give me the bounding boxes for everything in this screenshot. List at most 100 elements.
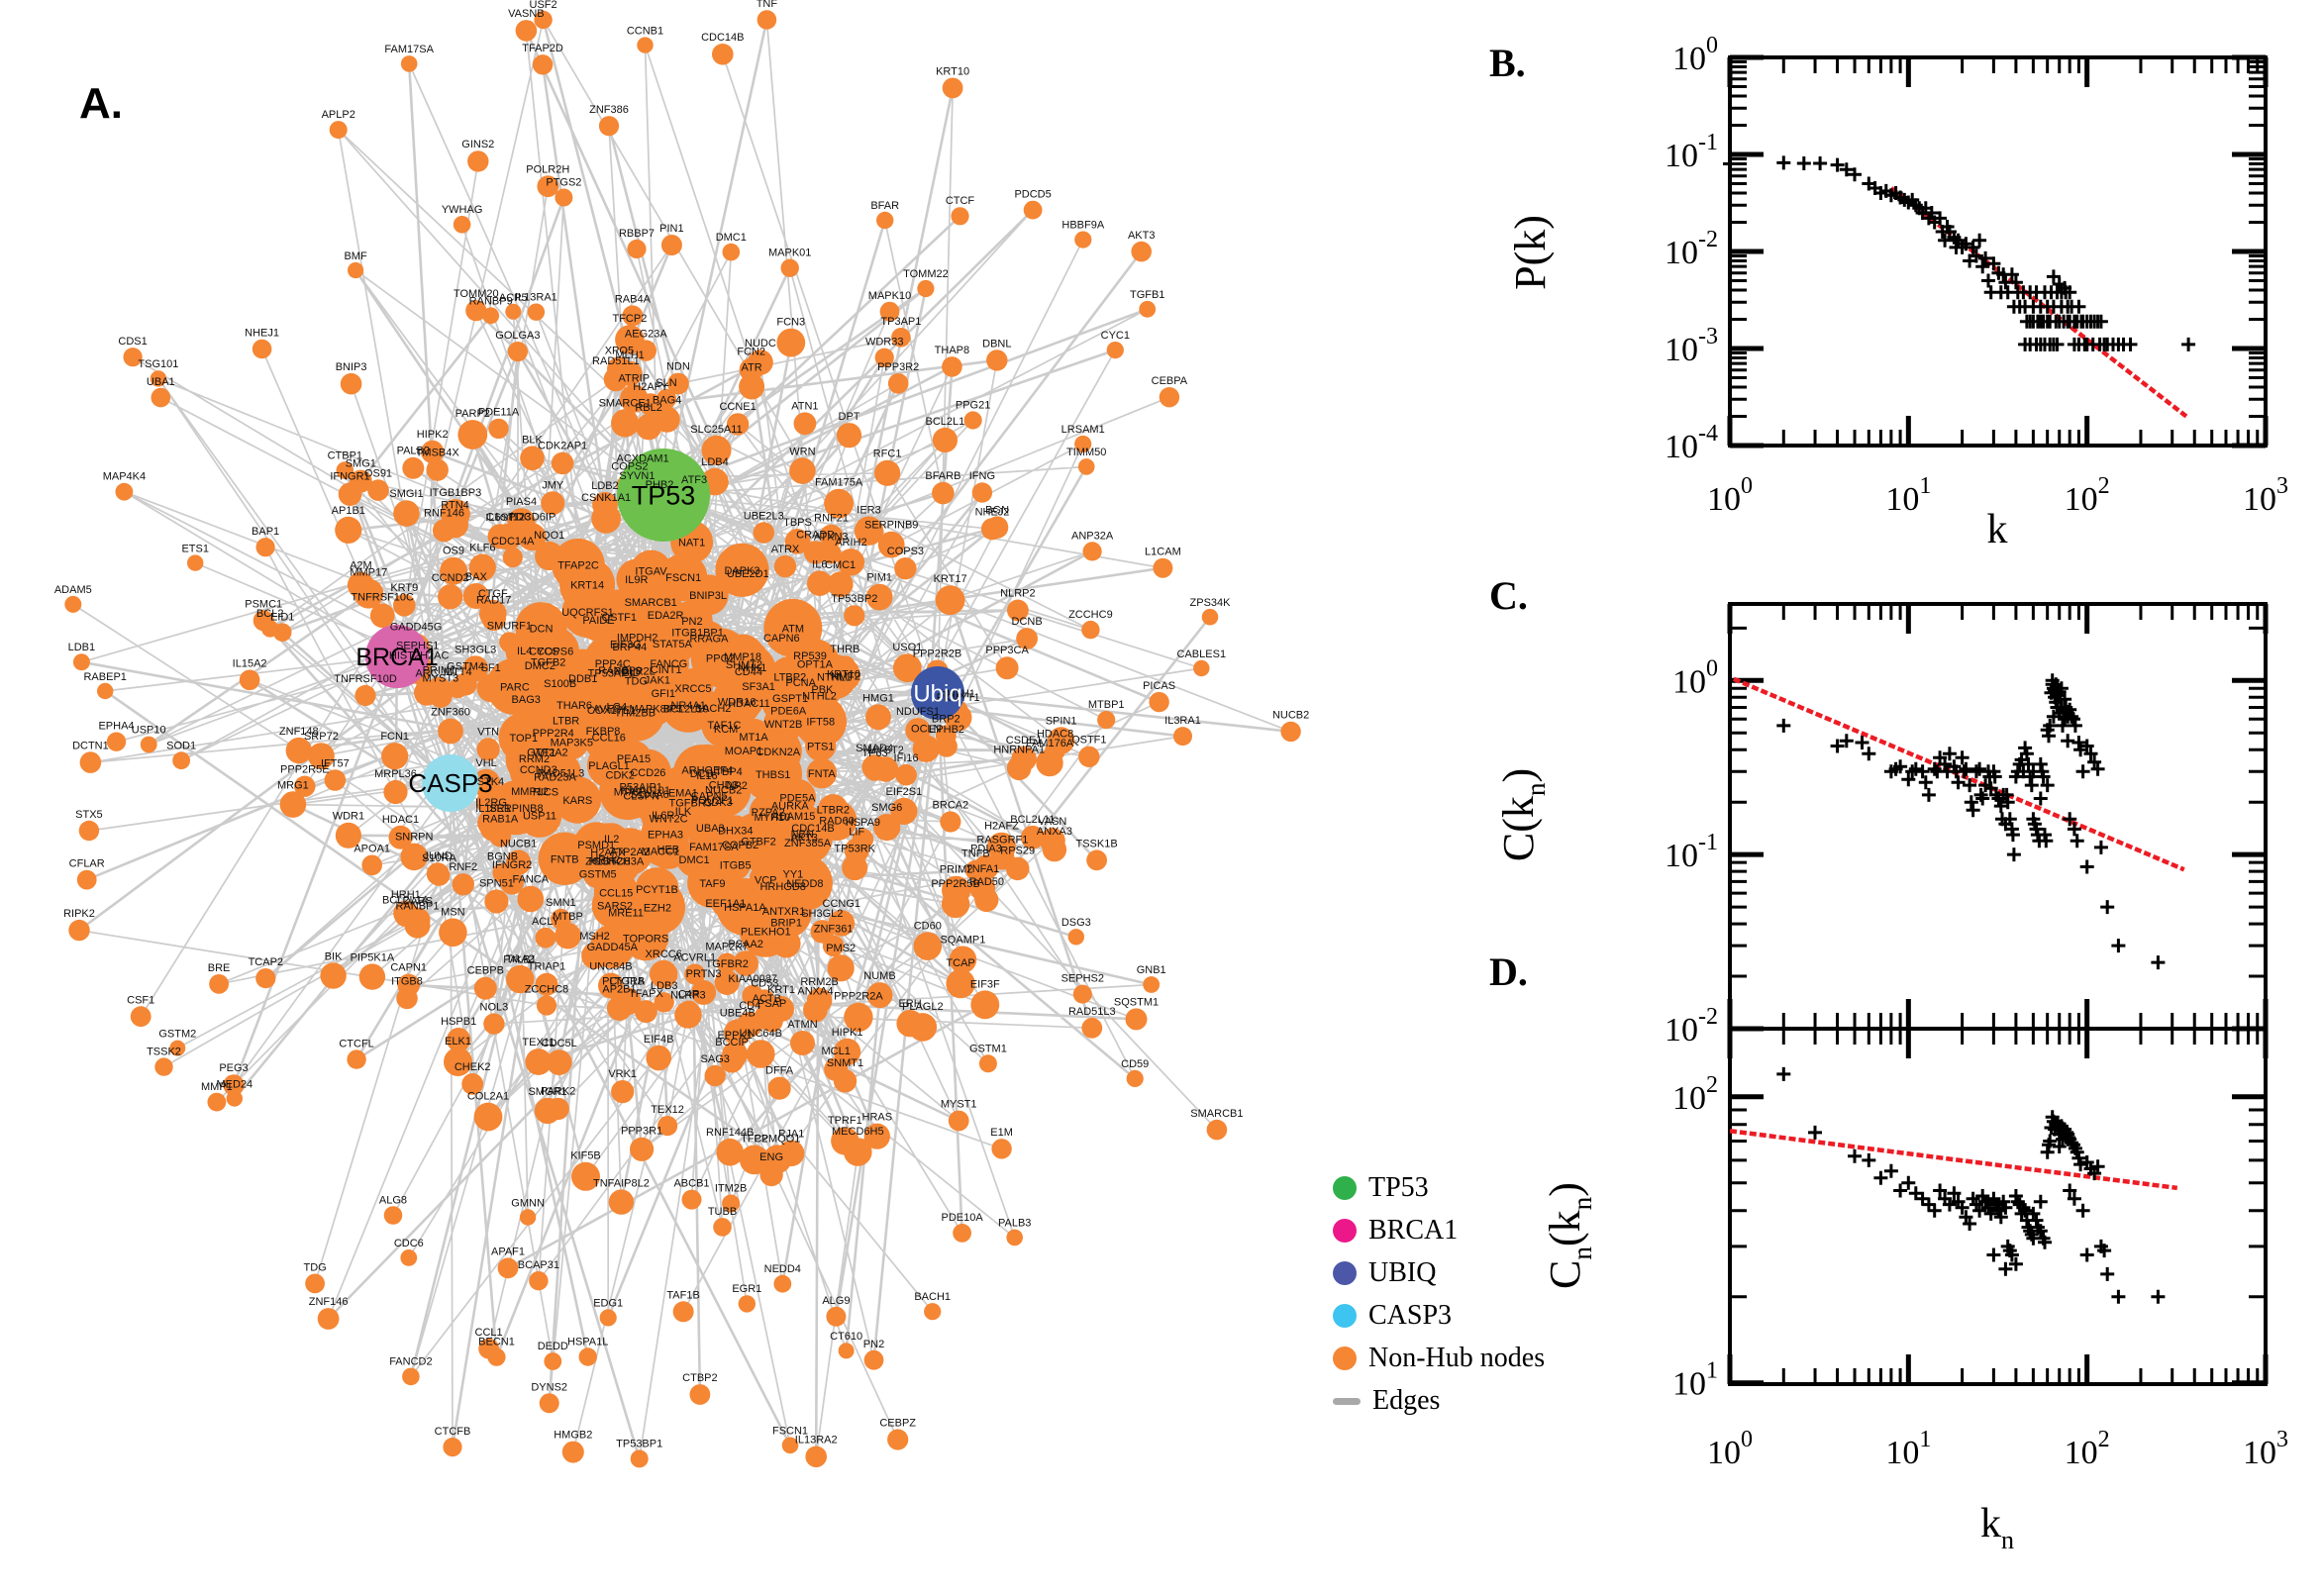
node-label: WNT2C — [649, 814, 687, 826]
node-label: BCL2L10 — [663, 704, 709, 716]
node-label: CDC5L — [542, 1038, 577, 1049]
node-label: ITGB1BP3 — [430, 487, 482, 499]
network-node — [535, 927, 556, 948]
node-label: KARS — [562, 795, 592, 807]
node-label: RASGRF1 — [976, 834, 1028, 846]
node-label: VHL — [475, 757, 496, 769]
network-node — [338, 482, 362, 507]
node-label: PCNA — [785, 677, 816, 689]
node-label: MRPL36 — [374, 768, 417, 780]
node-label: PPP3R2 — [877, 361, 919, 373]
node-label: RNF21 — [814, 513, 849, 525]
node-label: RABEP1 — [83, 671, 126, 683]
network-node — [807, 570, 833, 596]
node-label: USP11 — [523, 811, 556, 823]
chart-c: 10-2 10-1 100 C(kn) — [1494, 602, 2269, 1048]
node-label: FSCN1 — [665, 572, 701, 584]
node-label: AKT3 — [1128, 230, 1156, 242]
node-label: CCNE1 — [719, 401, 756, 413]
network-nodes — [64, 10, 1301, 1468]
node-label: HIPK1 — [832, 1027, 863, 1039]
node-label: MTA2 — [614, 786, 643, 798]
node-label: CEBPA — [1152, 375, 1188, 387]
node-label: ETS1 — [181, 543, 209, 554]
node-label: TNFRSF10C — [351, 592, 414, 604]
node-label: BECN1 — [478, 1337, 515, 1348]
node-label: ATM — [782, 623, 804, 635]
node-label: LDB2 — [591, 480, 619, 492]
network-node — [611, 1080, 635, 1104]
node-label: TP53BP1 — [616, 1438, 662, 1449]
node-label: CDK2AP1 — [538, 441, 587, 452]
network-node — [484, 889, 509, 914]
node-label: BCCIP — [715, 1037, 749, 1048]
node-label: BAG3 — [512, 694, 541, 706]
network-node — [1047, 727, 1075, 754]
axis-tick-label: 100 — [1672, 655, 1718, 700]
network-node — [803, 541, 828, 564]
network-node — [766, 623, 797, 652]
network-node — [978, 1054, 997, 1073]
network-node — [634, 1000, 657, 1024]
network-node — [130, 1006, 152, 1028]
network-node — [426, 862, 450, 885]
network-node — [532, 54, 554, 75]
plot-frame — [1728, 1027, 2268, 1386]
network-node — [1072, 984, 1092, 1004]
network-node — [537, 175, 559, 198]
network-node — [672, 1301, 694, 1323]
node-label: PEG3 — [219, 1062, 248, 1074]
node-label: FAM17SA — [689, 842, 739, 853]
node-label: ABCB1 — [673, 1178, 709, 1190]
node-label: TSG101 — [138, 358, 178, 370]
node-label: KRT9 — [390, 582, 418, 594]
node-label: NHK1 — [738, 662, 766, 674]
network-node — [1139, 300, 1157, 318]
legend-item-ubiq: UBIQ — [1333, 1257, 1545, 1289]
node-label: IL16 — [696, 770, 717, 782]
network-node — [970, 990, 1000, 1020]
network-node — [438, 584, 463, 610]
network-node — [79, 751, 102, 773]
node-label: BMF — [344, 250, 367, 262]
network-node — [581, 943, 608, 969]
node-label: PARP2 — [455, 408, 490, 420]
node-label: SERPINB9 — [864, 520, 918, 532]
node-label: PALB2 — [397, 446, 430, 457]
network-node — [402, 1367, 420, 1386]
network-node — [684, 963, 706, 985]
network-node — [479, 815, 507, 842]
legend-label-nonhub: Non-Hub nodes — [1368, 1343, 1546, 1373]
node-label: CCNB1 — [627, 25, 663, 37]
node-label: SMN1 — [546, 897, 576, 909]
node-label: ERH — [898, 998, 921, 1010]
node-label: LDB1 — [68, 642, 96, 653]
network-node — [535, 541, 564, 571]
network-node — [611, 409, 640, 438]
node-label: SMARCE1 — [599, 397, 652, 409]
network-node — [865, 583, 893, 611]
network-node — [729, 554, 767, 592]
node-label: ACLY — [532, 916, 560, 928]
node-label: KIAA0101 — [621, 785, 670, 797]
network-node — [932, 427, 959, 453]
axis-tick-label: 100 — [1707, 473, 1753, 518]
hub-label-brca1: BRCA1 — [355, 644, 438, 671]
node-label: MYST1 — [941, 1099, 977, 1111]
network-node — [361, 854, 383, 876]
node-label: DARS — [403, 896, 434, 908]
network-node — [486, 657, 544, 716]
node-label: ITGB1BP1 — [671, 628, 724, 640]
node-label: KIF5B — [570, 1150, 601, 1162]
node-label: ZCCHC8 — [525, 983, 569, 995]
node-label: FKBP8 — [586, 726, 621, 738]
node-label: S10RA — [422, 852, 457, 864]
node-label: CHD3 — [709, 779, 739, 791]
node-label: TP53BP2 — [831, 593, 877, 605]
node-label: CFLAR — [69, 858, 105, 870]
network-node — [905, 718, 931, 744]
network-node — [806, 757, 838, 789]
node-label: NOL3 — [480, 1002, 509, 1014]
node-label: EIF2S1 — [886, 786, 923, 798]
network-node — [478, 1338, 499, 1359]
